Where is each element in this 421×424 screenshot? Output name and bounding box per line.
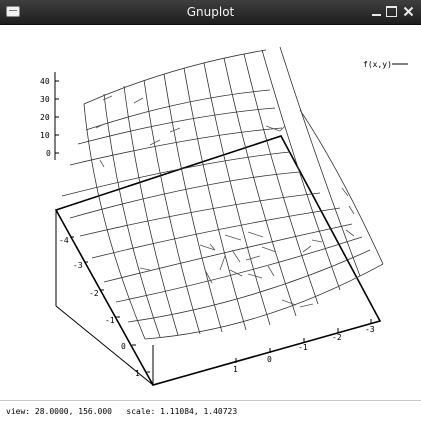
- x-axis-ticks: [235, 319, 372, 363]
- plot-canvas[interactable]: f(x,y) 40 30 20 10 0: [0, 25, 421, 400]
- window-title: Gnuplot: [186, 5, 235, 19]
- z-axis: [54, 72, 59, 160]
- title-bar[interactable]: Gnuplot: [0, 0, 421, 25]
- y-axis-ticks: [70, 236, 150, 373]
- x-tick-label: -1: [298, 343, 308, 352]
- y-tick-label: 0: [121, 342, 126, 351]
- legend-label: f(x,y): [363, 60, 392, 69]
- base-box: [54, 135, 382, 386]
- x-tick-label: 0: [267, 355, 272, 364]
- y-tick-label: 1: [135, 369, 140, 378]
- vector-field-arrows: [95, 95, 355, 308]
- y-tick-label: -3: [73, 261, 83, 270]
- z-tick-label: 20: [40, 113, 50, 122]
- status-bar: view: 28.0000, 156.000 scale: 1.11084, 1…: [0, 400, 421, 424]
- z-tick-label: 0: [46, 149, 51, 158]
- maximize-button[interactable]: [386, 6, 397, 17]
- x-tick-label: -3: [365, 325, 375, 334]
- y-tick-label: -4: [59, 236, 69, 245]
- y-tick-label: -1: [105, 316, 115, 325]
- z-tick-label: 10: [40, 131, 50, 140]
- close-icon: [403, 6, 414, 17]
- z-tick-label: 30: [40, 95, 50, 104]
- x-tick-label: -2: [332, 333, 342, 342]
- minimize-button[interactable]: [371, 6, 382, 17]
- surface-mesh: [61, 46, 384, 340]
- view-scale-status: view: 28.0000, 156.000 scale: 1.11084, 1…: [6, 407, 238, 416]
- z-tick-label: 40: [40, 77, 50, 86]
- window-menu-icon[interactable]: [6, 6, 20, 17]
- close-button[interactable]: [403, 6, 414, 17]
- y-tick-label: -2: [89, 289, 99, 298]
- x-tick-label: 1: [233, 365, 238, 374]
